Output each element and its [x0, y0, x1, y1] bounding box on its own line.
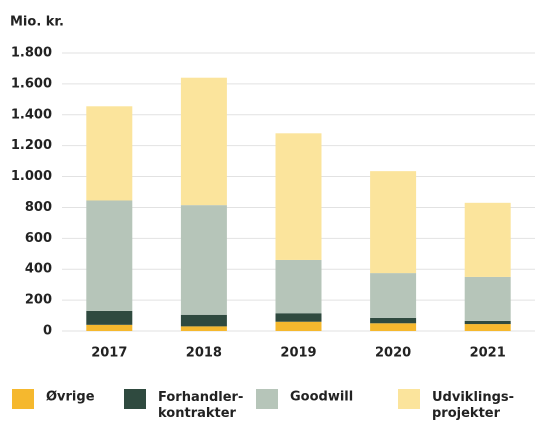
y-axis-title: Mio. kr. [10, 15, 64, 30]
legend-label: Udviklings-projekter [432, 390, 514, 421]
x-tick-label: 2021 [470, 346, 506, 361]
bar-segment [464, 202, 511, 277]
y-tick-label: 0 [43, 324, 52, 339]
legend-swatch [398, 389, 420, 409]
y-tick-label: 1.600 [11, 76, 52, 91]
legend-swatch [256, 389, 278, 409]
x-tick-label: 2019 [280, 346, 316, 361]
bar-segment [370, 317, 417, 324]
x-tick-label: 2020 [375, 346, 411, 361]
bar-segment [464, 324, 511, 331]
bar-segment [464, 276, 511, 321]
legend-label: Øvrige [46, 390, 95, 405]
bar-segment [86, 106, 133, 201]
x-tick-label: 2018 [186, 346, 222, 361]
bar-segment [275, 313, 322, 322]
bar-segment [370, 273, 417, 318]
y-tick-label: 200 [25, 293, 52, 308]
bar-segment [180, 205, 227, 315]
bar-segment [86, 324, 133, 331]
bar-segment [370, 323, 417, 331]
bar-segment [464, 320, 511, 325]
bar-segment [86, 310, 133, 325]
bar-segment [180, 326, 227, 331]
y-tick-label: 1.400 [11, 107, 52, 122]
x-tick-label: 2017 [91, 346, 127, 361]
legend-label: Goodwill [290, 390, 353, 405]
bar-segment [275, 259, 322, 314]
legend-label: Forhandler-kontrakter [158, 390, 243, 421]
bar-segment [275, 133, 322, 260]
bar-segment [86, 200, 133, 311]
y-tick-label: 800 [25, 200, 52, 215]
y-tick-label: 1.800 [11, 46, 52, 61]
y-tick-label: 600 [25, 231, 52, 246]
bar-segment [370, 171, 417, 274]
y-tick-label: 400 [25, 262, 52, 277]
y-tick-label: 1.000 [11, 169, 52, 184]
bar-segment [275, 321, 322, 331]
bar-segment [180, 77, 227, 206]
bar-segment [180, 314, 227, 327]
legend-swatch [12, 389, 34, 409]
legend-swatch [124, 389, 146, 409]
y-tick-label: 1.200 [11, 138, 52, 153]
